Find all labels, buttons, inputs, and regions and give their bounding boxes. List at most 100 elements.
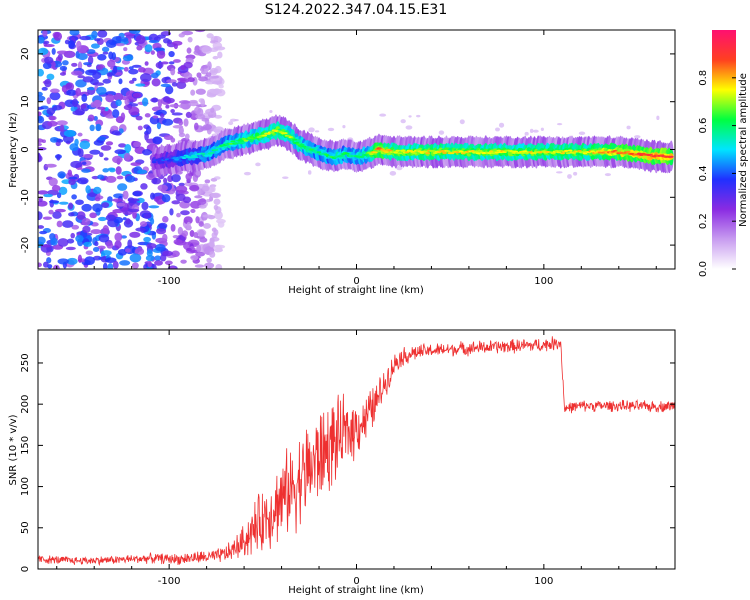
heatmap-noise-cell xyxy=(135,35,146,45)
heatmap-noise-cell xyxy=(165,104,170,109)
snr-y-axis-label: SNR (10 * v/v) xyxy=(8,414,19,485)
heatmap-noise-cell xyxy=(105,94,115,103)
heatmap-noise-cell xyxy=(45,163,57,168)
heatmap-noise-cell xyxy=(65,246,76,251)
heatmap-noise-cell xyxy=(143,236,152,243)
heatmap-noise-cell xyxy=(194,30,206,33)
heatmap-noise-cell xyxy=(38,211,43,221)
heatmap-noise-cell xyxy=(148,205,160,209)
heatmap-noise-cell xyxy=(389,170,397,176)
heatmap-track-cell xyxy=(181,156,187,160)
heatmap-noise-cell xyxy=(77,75,85,79)
heatmap-noise-cell xyxy=(39,230,48,235)
heatmap-noise-cell xyxy=(57,171,66,179)
heatmap-noise-cell xyxy=(282,176,289,179)
heatmap-noise-cell xyxy=(656,115,660,121)
heatmap-noise-cell xyxy=(101,202,110,208)
heatmap-noise-cell xyxy=(91,30,98,39)
heatmap-track-cell xyxy=(449,152,455,155)
heatmap-noise-cell xyxy=(62,220,74,228)
heatmap-noise-cell xyxy=(129,231,141,238)
heatmap-noise-cell xyxy=(122,55,133,62)
heatmap-noise-cell xyxy=(178,182,185,187)
heatmap-noise-cell xyxy=(137,125,143,131)
heatmap-track-cell xyxy=(395,149,401,152)
heatmap-noise-cell xyxy=(213,46,226,51)
heatmap-noise-cell xyxy=(51,185,61,192)
heatmap-noise-cell xyxy=(255,162,261,167)
heatmap-noise-cell xyxy=(197,229,205,237)
heatmap-noise-cell xyxy=(118,143,127,148)
heatmap-noise-cell xyxy=(90,43,100,49)
colorbar-ticks: 0.0 0.2 0.4 0.6 0.8 xyxy=(698,70,736,277)
heatmap-track-cell xyxy=(440,150,446,153)
heatmap-noise-cell xyxy=(42,216,53,220)
heatmap-noise-cell xyxy=(201,65,208,69)
heatmap-track-cell xyxy=(282,132,288,135)
heatmap-noise-cell xyxy=(210,107,215,113)
heatmap-track-cell xyxy=(301,145,307,148)
heatmap-noise-cell xyxy=(79,140,91,150)
heatmap-noise-cell xyxy=(117,183,128,191)
heatmap-noise-cell xyxy=(128,68,139,75)
heatmap-noise-cell xyxy=(94,99,102,107)
heatmap-noise-cell xyxy=(194,106,201,115)
heatmap-noise-cell xyxy=(127,239,133,249)
heatmap-noise-cell xyxy=(38,196,43,203)
snr-panel: -100 0 100 0 50 100 150 200 250 Height of straig… xyxy=(8,329,676,596)
heatmap-noise-cell xyxy=(112,198,123,202)
heatmap-noise-cell xyxy=(137,169,148,175)
heatmap-noise-cell xyxy=(111,130,121,136)
heatmap-track-cell xyxy=(445,150,451,153)
heatmap-noise-cell xyxy=(396,165,403,171)
heatmap-noise-cell xyxy=(108,51,114,60)
heatmap-noise-cell xyxy=(71,224,80,230)
figure-title: S124.2022.347.04.15.E31 xyxy=(264,2,448,18)
heatmap-noise-cell xyxy=(56,50,69,55)
heatmap-noise-cell xyxy=(189,184,200,192)
heatmap-noise-cell xyxy=(71,70,83,76)
heatmap-noise-cell xyxy=(162,118,174,126)
heatmap-noise-cell xyxy=(114,240,122,249)
heatmap-x-tick-label: 100 xyxy=(534,276,553,287)
heatmap-noise-cell xyxy=(113,92,124,102)
heatmap-noise-cell xyxy=(160,83,171,88)
heatmap-noise-cell xyxy=(153,47,166,51)
heatmap-noise-cell xyxy=(77,132,83,137)
colorbar-gradient xyxy=(712,30,736,269)
heatmap-noise-cell xyxy=(46,257,52,264)
heatmap-noise-cell xyxy=(163,177,168,184)
snr-series-line xyxy=(38,336,675,567)
heatmap-noise-cell xyxy=(604,173,611,177)
heatmap-noise-cell xyxy=(133,141,142,148)
heatmap-noise-cell xyxy=(400,119,406,124)
heatmap-track-cell xyxy=(369,152,374,155)
heatmap-noise-cell xyxy=(81,93,88,103)
heatmap-noise-cell xyxy=(61,85,68,93)
heatmap-noise-cell xyxy=(135,115,143,121)
heatmap-noise-cell xyxy=(161,194,171,203)
heatmap-noise-cell xyxy=(146,242,157,249)
heatmap-noise-cell xyxy=(198,98,205,103)
heatmap-noise-cell xyxy=(209,239,215,248)
heatmap-noise-cell xyxy=(206,257,212,263)
heatmap-track-cell xyxy=(384,151,389,154)
heatmap-noise-cell xyxy=(498,122,505,128)
heatmap-noise-cell xyxy=(416,114,421,118)
heatmap-noise-cell xyxy=(144,61,149,66)
heatmap-noise-cell xyxy=(184,133,190,140)
heatmap-noise-cell xyxy=(130,162,142,167)
heatmap-noise-cell xyxy=(94,197,101,202)
heatmap-noise-cell xyxy=(179,79,189,83)
heatmap-noise-cell xyxy=(92,186,102,194)
heatmap-noise-cell xyxy=(80,104,87,109)
heatmap-noise-cell xyxy=(189,200,202,209)
heatmap-track-cell xyxy=(475,152,481,155)
heatmap-noise-cell xyxy=(62,60,69,66)
heatmap-y-tick-label: 20 xyxy=(20,48,31,61)
heatmap-noise-cell xyxy=(132,77,137,82)
snr-y-tick-label: 250 xyxy=(20,353,31,372)
heatmap-track-cell xyxy=(249,135,254,138)
heatmap-noise-cell xyxy=(243,171,251,176)
heatmap-noise-cell xyxy=(68,40,75,49)
